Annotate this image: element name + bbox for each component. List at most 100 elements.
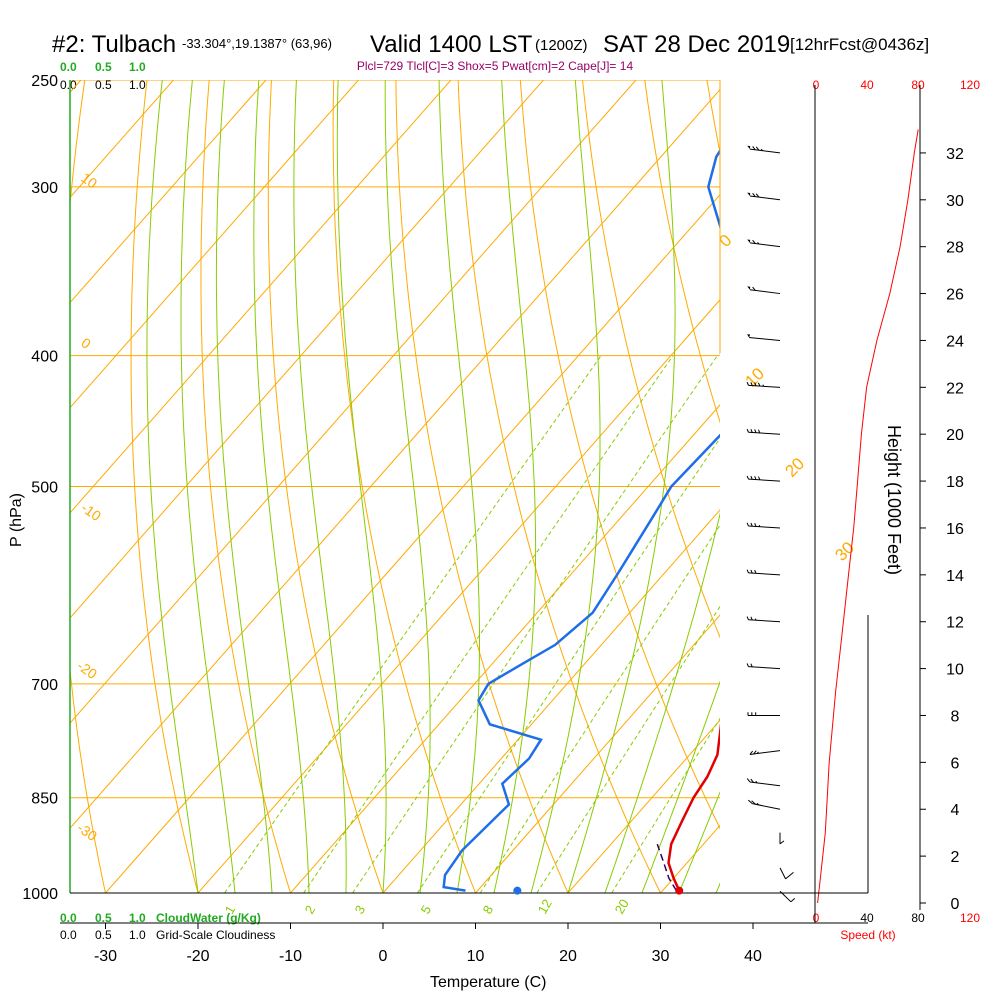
wind-barb-feather [746,663,749,667]
moist-adiabat [253,80,310,893]
isotherm [846,80,1000,893]
wind-barb-feather [746,428,749,433]
wind-barb-half [790,897,796,903]
title-date: SAT 28 Dec 2019 [603,31,790,58]
isotherm [70,80,359,409]
speed-label: Speed (kt) [840,928,895,942]
height-tick-label: 20 [946,427,964,444]
speed-scale-bottom: 0 40 80 120 Speed (kt) [813,911,981,942]
temperature-tick-label: 20 [559,948,577,965]
wind-barb-feather [753,750,757,755]
wind-barb-feather [754,382,757,387]
isotherm [70,80,452,514]
wind-barb-flag [747,192,751,196]
dry-adiabat [581,80,720,639]
wind-barb-feather [746,616,749,620]
wind-barb-half [758,524,761,527]
wind-barb [746,475,781,482]
wind-barb-staff [748,525,781,529]
wind-barb-feather [752,192,756,197]
speed-scale-top: 0 40 80 120 [813,78,981,92]
height-tick-label: 24 [946,333,964,350]
isotherm [382,509,720,893]
wind-barb [747,145,781,154]
mixing-ratio-label: 8 [480,903,497,917]
height-tick-label: 18 [946,474,964,491]
wind-barb [779,832,785,845]
cloudiness-bottom-2: 1.0 [129,928,146,942]
isotherm [105,193,720,893]
sounding-profiles [442,148,720,892]
wind-barb-feather [754,476,757,480]
mixing-ratio-line [536,605,720,893]
mixing-ratio-line [416,437,720,893]
height-tick-label: 10 [946,662,964,679]
speed-bottom-1: 40 [860,911,874,925]
speed-bottom-0: 0 [813,911,820,925]
dry-adiabat-label: 30 [831,538,858,565]
isotherm [70,80,637,724]
wind-barb-feather [751,800,756,805]
cloudwater-bottom-2: 1.0 [129,911,146,925]
wind-barb-staff [748,384,781,388]
title-coords: -33.304°,19.1387° (63,96) [182,36,332,51]
cloudiness-top-1: 0.5 [95,78,112,92]
dry-adiabat [267,80,384,893]
wind-barb-staff [749,195,781,201]
wind-barb-flag [747,334,751,338]
wind-barb-half [779,840,785,845]
wind-barb-feather [754,429,757,433]
wind-barb-feather [746,381,749,386]
wind-barb-feather [757,382,761,387]
wind-barb-flag [747,286,751,290]
temperature-tick-label: 30 [652,948,670,965]
moist-adiabat [384,80,431,893]
wind-barb [746,381,781,388]
thermo-grid [70,56,1000,922]
speed-top-1: 40 [860,78,874,92]
height-tick-label: 26 [946,287,964,304]
dry-adiabat [826,56,1000,922]
wind-barb-feather [750,382,753,386]
moist-adiabat [293,80,347,893]
wind-barb-half [756,802,760,806]
cloudwater-label: CloudWater (g/Kg) [156,911,261,925]
temperature-tick-label: -20 [186,948,209,965]
speed-top-0: 0 [813,78,820,92]
temperature-tick-label: 10 [467,948,485,965]
wind-barb-flag [747,145,751,150]
moist-adiabat [146,80,199,893]
height-tick-label: 30 [946,193,964,210]
wind-barb-feather [752,286,756,291]
cloudiness-top-2: 1.0 [129,78,146,92]
wind-barb-feather [755,146,760,151]
wind-barb-half [762,384,765,387]
wind-barb-feather [785,871,794,880]
cloudiness-bottom-1: 0.5 [95,928,112,942]
pressure-tick-label: 1000 [22,886,58,903]
mixing-ratio-label: 12 [535,896,555,916]
speed-bottom-2: 80 [911,911,925,925]
wind-barb-feather [754,523,757,527]
moist-adiabat [215,80,273,893]
wind-barb [746,428,781,435]
moist-adiabat [180,80,236,893]
speed-bottom-3: 120 [960,911,980,925]
title-fcst: [12hrFcst@0436z] [790,35,929,54]
height-tick-label: 6 [951,755,960,772]
wind-barb-half [756,751,759,754]
dry-adiabat [332,80,477,893]
params-line: Plcl=729 Tlcl[C]=3 Shox=5 Pwat[cm]=2 Cap… [357,59,634,73]
wind-barb-half [757,241,760,245]
wind-barb-staff [748,572,781,576]
pressure-tick-label: 250 [31,73,58,90]
temperature-tick-label: 0 [379,948,388,965]
wind-barb-feather [755,193,760,198]
cloudwater-bottom-0: 0.0 [60,911,77,925]
dry-adiabat [395,80,569,893]
wind-barb-feather [750,778,754,783]
title-valid: Valid 1400 LST [370,31,533,58]
height-tick-label: 4 [951,802,960,819]
